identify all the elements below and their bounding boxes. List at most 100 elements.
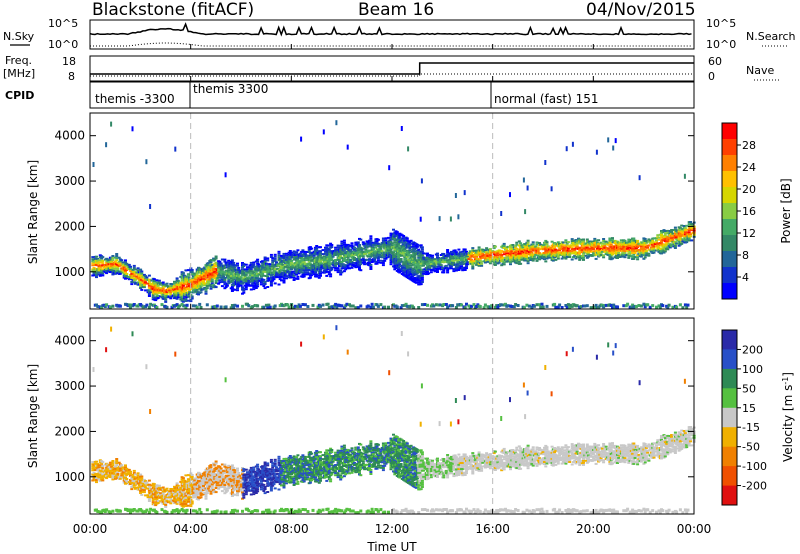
velocity-cell	[139, 473, 143, 476]
power-cell	[292, 274, 296, 277]
power-cell	[261, 280, 265, 283]
power-cell	[405, 237, 409, 240]
power-cell	[147, 293, 151, 295]
velocity-cell	[197, 498, 200, 501]
power-cell	[290, 274, 294, 277]
power-cell	[607, 243, 611, 246]
power-cell	[164, 298, 168, 301]
power-cell	[111, 304, 115, 308]
velocity-cell	[165, 487, 169, 490]
power-cell	[251, 284, 255, 287]
power-cell	[446, 251, 450, 253]
power-cell	[111, 259, 115, 262]
power-cell	[220, 268, 224, 271]
power-cell	[251, 278, 255, 281]
power-cell	[170, 285, 174, 288]
power-cell	[452, 270, 456, 273]
power-cell	[570, 258, 574, 261]
power-cell	[462, 260, 466, 263]
power-cell	[397, 238, 400, 240]
velocity-cell	[198, 486, 202, 489]
power-cell	[652, 241, 656, 244]
power-cell	[476, 260, 480, 262]
power-cell	[189, 300, 193, 303]
velocity-cell	[140, 493, 144, 496]
power-cell	[667, 236, 671, 239]
power-cell	[490, 304, 494, 308]
power-cell	[288, 270, 292, 273]
power-cell	[538, 252, 541, 255]
power-cell	[465, 265, 468, 268]
power-cell	[594, 257, 598, 260]
power-cell	[253, 280, 257, 283]
power-cell	[232, 284, 236, 287]
velocity-cell	[145, 487, 149, 490]
power-cell	[475, 255, 479, 258]
power-cell	[292, 279, 296, 281]
power-cell	[204, 288, 208, 291]
power-cell	[118, 260, 122, 263]
velocity-data	[91, 318, 696, 515]
freq-unit-label: [MHz]	[3, 67, 35, 80]
power-cell	[186, 269, 190, 272]
power-cell	[514, 303, 518, 306]
power-cell	[558, 303, 562, 307]
power-cell	[560, 243, 564, 246]
power-cell	[636, 239, 640, 242]
power-cell	[359, 304, 363, 308]
power-cell	[273, 304, 277, 308]
power-cell	[545, 243, 549, 246]
power-cell	[448, 258, 452, 261]
power-cell	[188, 291, 192, 294]
power-cell	[301, 271, 305, 274]
power-cell	[266, 259, 270, 262]
power-cell	[181, 290, 185, 293]
power-cell	[326, 268, 330, 271]
velocity-cell	[127, 468, 131, 471]
power-cell	[685, 239, 689, 241]
power-cell	[681, 306, 685, 310]
power-cell	[417, 250, 421, 253]
power-cell	[531, 259, 535, 262]
velocity-cell	[186, 474, 190, 477]
velocity-cell	[129, 470, 132, 473]
power-cell	[129, 278, 132, 280]
power-cell	[500, 303, 504, 307]
power-cell	[253, 265, 257, 268]
power-cell	[524, 259, 528, 262]
power-cell	[315, 269, 319, 272]
velocity-cell	[115, 462, 119, 465]
power-cell	[219, 305, 223, 309]
power-cell	[209, 259, 213, 262]
nave-line	[90, 73, 694, 77]
velocity-cell	[161, 492, 165, 495]
power-cell	[237, 266, 241, 269]
power-cell	[222, 271, 226, 274]
power-cell	[545, 241, 549, 244]
velocity-cell	[198, 472, 202, 475]
power-cell	[319, 268, 322, 271]
power-cell	[358, 256, 361, 259]
power-cell	[155, 293, 159, 296]
power-cell	[592, 248, 596, 251]
power-cell	[403, 237, 407, 240]
power-cell	[392, 251, 395, 254]
power-cell	[385, 252, 389, 255]
power-cell	[496, 305, 500, 309]
power-cell	[251, 274, 255, 277]
power-cell	[254, 287, 258, 289]
power-cell	[329, 242, 333, 245]
power-cell	[111, 273, 115, 276]
power-cell	[315, 245, 319, 247]
power-cell	[633, 239, 637, 242]
power-cell	[420, 281, 424, 283]
power-cell	[202, 278, 205, 280]
power-cell	[438, 261, 442, 264]
power-cell	[590, 240, 594, 243]
power-cell	[419, 283, 423, 286]
power-cell	[439, 268, 443, 271]
power-cell	[191, 277, 195, 280]
power-cell	[407, 262, 411, 265]
velocity-cell	[136, 478, 140, 481]
power-cell	[689, 235, 692, 238]
